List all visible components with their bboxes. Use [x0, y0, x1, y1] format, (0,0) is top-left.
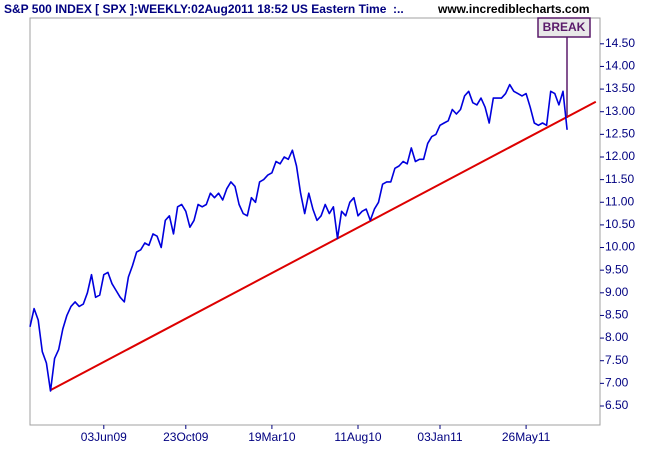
y-tick-label: 14.50 — [605, 36, 635, 50]
y-tick-label: 8.00 — [605, 330, 629, 344]
source: www.incrediblecharts.com — [437, 2, 590, 16]
y-tick-label: 14.00 — [605, 59, 635, 73]
annotation-label: BREAK — [543, 20, 586, 34]
x-tick-label: 26May11 — [502, 430, 551, 444]
y-tick-label: 11.50 — [605, 172, 634, 186]
y-tick-label: 8.50 — [605, 308, 629, 322]
annotation-box — [537, 17, 591, 38]
x-tick-label: 03Jun09 — [81, 430, 127, 444]
y-tick-label: 9.00 — [605, 285, 629, 299]
y-tick-label: 9.50 — [605, 262, 629, 276]
y-tick-label: 11.00 — [605, 194, 634, 208]
y-tick-label: 13.50 — [605, 81, 635, 95]
plot-frame — [29, 17, 601, 426]
price-line — [29, 83, 568, 392]
trendline — [50, 100, 597, 392]
y-tick-label: 6.50 — [605, 398, 629, 412]
x-tick-label: 19Mar10 — [248, 430, 296, 444]
x-tick-label: 23Oct09 — [163, 430, 209, 444]
y-tick-label: 7.00 — [605, 376, 629, 390]
y-tick-label: 12.50 — [605, 127, 635, 141]
y-tick-label: 12.00 — [605, 149, 635, 163]
y-tick-label: 7.50 — [605, 353, 629, 367]
y-tick-label: 10.50 — [605, 217, 635, 231]
x-tick-label: 03Jan11 — [417, 430, 462, 444]
y-tick-label: 13.00 — [605, 104, 635, 118]
x-tick-label: 11Aug10 — [334, 430, 381, 444]
chart-title: S&P 500 INDEX [ SPX ]:WEEKLY:02Aug2011 1… — [4, 2, 404, 16]
y-tick-label: 10.00 — [605, 240, 635, 254]
